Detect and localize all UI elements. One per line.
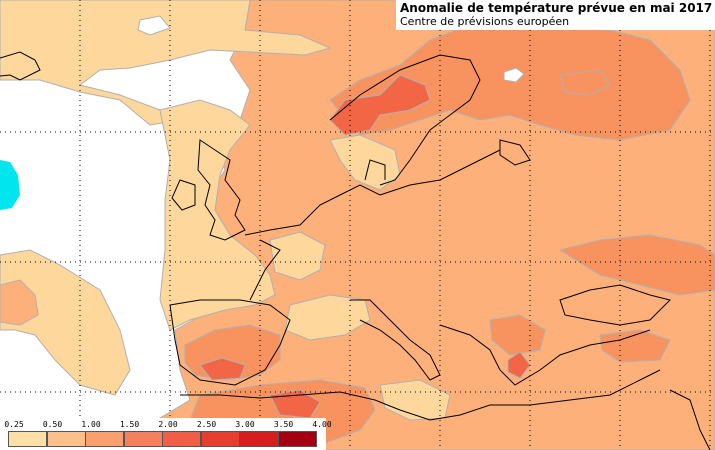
anomaly-zone-iberia-core [199,357,246,381]
map-subtitle: Centre de prévisions européen [400,15,570,28]
anomaly-zone-aegean-core [507,351,531,379]
color-legend: 0.25 0.50 1.00 1.50 2.00 2.50 3.00 3.50 4.00 [0,418,332,450]
anomaly-zone-west-atlantic [0,249,131,396]
legend-tick-label: 3.00 [235,420,255,429]
legend-tick-label: 0.50 [42,420,63,429]
neutral-spot-atlantic [137,15,171,36]
anomaly-zone-north-atlantic [0,0,332,126]
legend-swatch [239,431,278,447]
title-box: Anomalie de température prévue en mai 20… [396,0,715,30]
legend-swatch [123,431,163,447]
anomaly-zone-sahara-core [269,389,321,419]
coastlines [0,51,711,450]
legend-tick-label: 2.00 [158,420,178,429]
legend-tick-label: 0.25 [4,420,24,429]
legend-swatch [162,431,201,447]
neutral-spot-svalbard [503,67,525,83]
legend-tick-label: 1.50 [119,420,140,429]
anomaly-zone-central-light [269,231,326,281]
anomaly-zone-northeast [329,24,691,141]
legend-swatch [8,431,47,447]
anomaly-zone-scandinavia-hot [329,74,431,136]
legend-swatch [46,431,86,447]
legend-tick-label: 1.00 [81,420,101,429]
anomaly-zone-med-light [284,294,371,341]
anomaly-zone-cold [0,160,20,210]
anomaly-zone-anatolia [599,329,671,363]
legend-tick-label: 2.50 [196,420,217,429]
anomaly-zone-atlantic-patch [0,279,39,326]
anomaly-zone-balkans [489,314,546,356]
anomaly-zone-west-europe-light [159,99,276,331]
map-title: Anomalie de température prévue en mai 20… [400,1,713,15]
anomaly-zone-scandinavia-light [329,134,401,191]
legend-swatch [85,431,124,447]
anomaly-zone-russia-hot [559,69,611,96]
legend-swatch [277,431,317,447]
legend-tick-label: 3.50 [273,420,294,429]
legend-swatch [200,431,240,447]
legend-tick-label: 4.00 [312,420,332,429]
